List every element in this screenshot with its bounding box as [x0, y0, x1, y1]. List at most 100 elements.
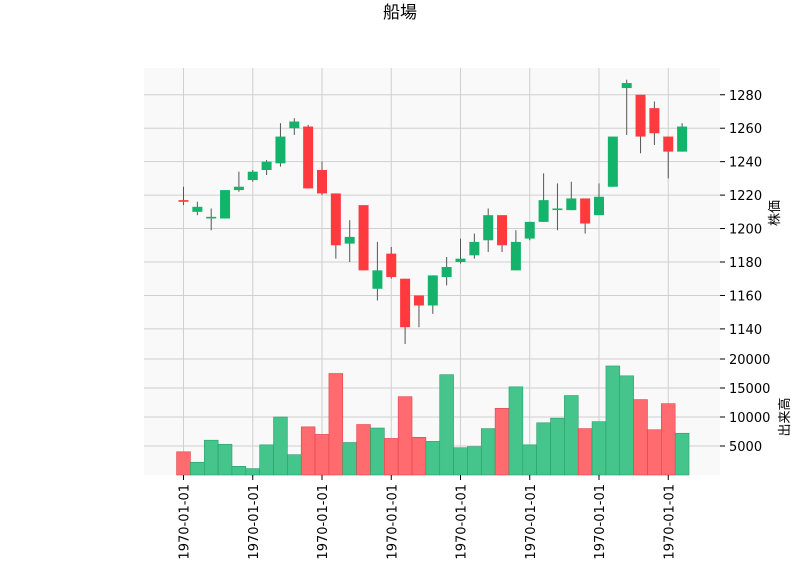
candle: [247, 170, 258, 182]
x-tick-label: 1970-01-01: [593, 484, 608, 560]
candle: [580, 198, 591, 234]
price-y-tick-label: 1260: [729, 122, 762, 137]
candle-body: [372, 270, 383, 289]
volume-bar: [411, 436, 427, 476]
volume-bar: [356, 424, 371, 476]
volume-bar: [453, 447, 468, 476]
volume-bar: [425, 441, 441, 476]
price-y-tick-label: 1180: [729, 256, 762, 271]
volume-bar: [176, 451, 191, 476]
volume-bar: [577, 428, 593, 476]
candle-body: [192, 206, 203, 212]
candle-body: [427, 275, 438, 306]
volume-bar: [494, 407, 510, 476]
price-grid: [144, 68, 720, 359]
candle-body: [413, 295, 424, 306]
price-y-tick-label: 1200: [729, 223, 762, 238]
candle-body: [552, 208, 563, 211]
volume-bar: [314, 434, 330, 476]
candle-body: [455, 258, 466, 262]
candle-body: [330, 193, 341, 246]
candle-body: [497, 215, 508, 246]
candle: [566, 181, 577, 211]
price-y-axis: 1140 1160 1180 1200 1220 1240 1260 1280: [720, 89, 762, 338]
candle: [413, 295, 424, 328]
candle-body: [441, 267, 452, 278]
x-tick-label: 1970-01-01: [178, 484, 193, 560]
candle: [220, 190, 231, 219]
candle-body: [303, 126, 314, 189]
volume-bar: [190, 461, 205, 476]
candle: [275, 123, 286, 167]
candle: [192, 201, 203, 216]
candle-body: [524, 221, 535, 239]
volume-bar: [342, 442, 357, 476]
candle: [233, 171, 244, 192]
volume-bar: [550, 417, 565, 476]
chart-title: 船場: [383, 3, 417, 23]
candle-body: [220, 190, 231, 219]
volume-bar: [287, 454, 302, 476]
candle: [358, 205, 369, 271]
x-axis: 1970-01-01 1970-01-01 1970-01-01 1970-01-01…: [178, 475, 677, 560]
candle: [455, 238, 466, 264]
volume-bar: [245, 468, 260, 476]
volume-bar: [273, 416, 288, 476]
candle-body: [400, 278, 411, 328]
candle: [510, 230, 521, 271]
price-y-tick-label: 1240: [729, 156, 762, 171]
volume-y-tick-label: 20000: [729, 353, 770, 368]
candle-body: [247, 171, 258, 181]
candle: [372, 241, 383, 301]
volume-y-tick-label: 5000: [729, 440, 762, 455]
x-tick-label: 1970-01-01: [385, 484, 400, 560]
price-y-tick-label: 1140: [729, 323, 762, 338]
volume-bar: [647, 429, 662, 476]
x-tick-label: 1970-01-01: [524, 484, 539, 560]
volume-bar: [259, 444, 274, 476]
volume-y-tick-label: 10000: [729, 411, 770, 426]
price-y-tick-label: 1220: [729, 189, 762, 204]
candle-body: [677, 126, 688, 152]
x-tick-label: 1970-01-01: [247, 484, 262, 560]
volume-bar: [203, 439, 219, 476]
candle-body: [594, 196, 604, 216]
volume-bar: [328, 373, 344, 476]
volume-bars: [176, 365, 690, 476]
candle-body: [344, 236, 355, 244]
candle: [497, 215, 508, 252]
volume-bar: [231, 465, 247, 476]
volume-bar: [661, 403, 676, 476]
volume-bar: [536, 422, 551, 476]
candle: [344, 220, 355, 262]
candle-body: [261, 161, 272, 171]
volume-y-axis: 5000 10000 15000 20000: [720, 353, 770, 455]
candle-body: [607, 136, 618, 187]
candle-body: [386, 253, 397, 278]
candle: [178, 186, 189, 206]
volume-axis-label: 出来高: [777, 397, 793, 436]
volume-bar: [370, 427, 385, 476]
candle-body: [178, 200, 189, 202]
candle: [635, 94, 646, 154]
candle-body: [621, 83, 632, 89]
candle-body: [510, 241, 521, 271]
price-y-tick-label: 1160: [729, 289, 762, 304]
volume-bar: [633, 399, 648, 476]
candle: [552, 183, 563, 231]
x-tick-label: 1970-01-01: [455, 484, 470, 560]
candle: [441, 256, 452, 286]
volume-bar: [605, 365, 621, 476]
candle-body: [483, 215, 494, 241]
candle: [677, 123, 688, 152]
candle: [607, 136, 618, 187]
candle-body: [469, 241, 480, 256]
candles: [178, 79, 688, 344]
volume-bar: [564, 395, 579, 476]
candle: [386, 246, 397, 279]
candle: [621, 79, 632, 135]
volume-y-tick-label: 15000: [729, 382, 770, 397]
candle: [317, 161, 327, 196]
candle-body: [663, 136, 674, 152]
